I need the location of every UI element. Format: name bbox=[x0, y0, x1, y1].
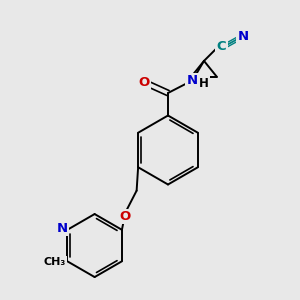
Text: O: O bbox=[119, 210, 130, 223]
Text: C: C bbox=[217, 40, 226, 53]
Text: N: N bbox=[56, 222, 68, 235]
Text: N: N bbox=[238, 30, 249, 43]
Text: H: H bbox=[199, 77, 209, 90]
Text: CH₃: CH₃ bbox=[44, 257, 66, 267]
Text: N: N bbox=[187, 74, 198, 87]
Text: O: O bbox=[138, 76, 150, 89]
